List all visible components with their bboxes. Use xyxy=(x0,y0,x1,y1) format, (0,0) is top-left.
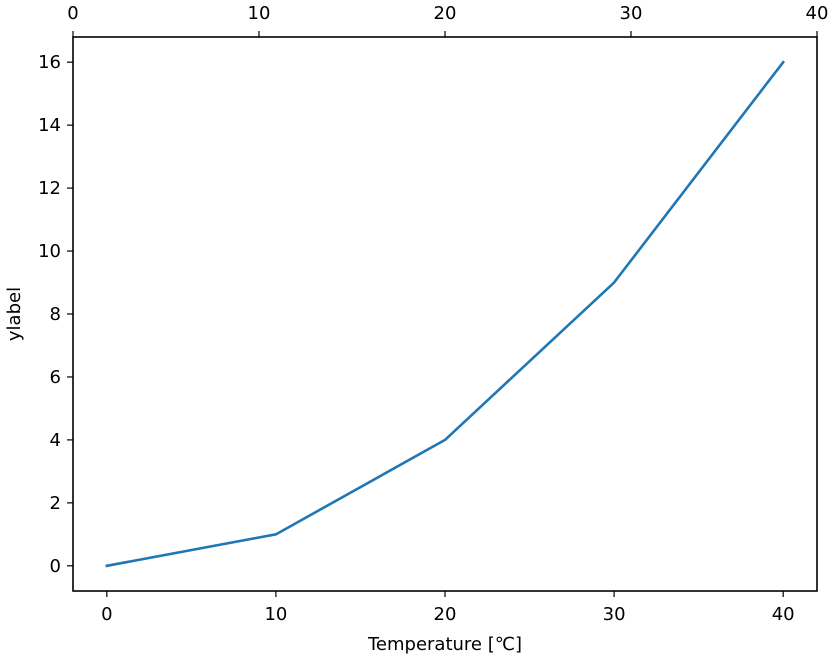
x-axis-label: Temperature [℃] xyxy=(367,634,522,655)
x-top-tick-label: 0 xyxy=(67,3,78,24)
y-axis: 0 2 4 6 8 10 12 14 16 xyxy=(38,52,73,577)
x-tick-label: 0 xyxy=(101,604,112,625)
x-top-tick-label: 40 xyxy=(806,3,829,24)
series-layer xyxy=(105,60,786,568)
y-tick-label: 16 xyxy=(38,52,61,73)
x-top-tick-label: 30 xyxy=(620,3,643,24)
x-axis-bottom: 0 10 20 30 40 xyxy=(101,591,795,625)
x-top-tick-label: 20 xyxy=(434,3,457,24)
x-axis-top: 0 10 20 30 40 xyxy=(67,3,828,37)
y-tick-label: 6 xyxy=(50,367,61,388)
y-tick-label: 4 xyxy=(50,430,61,451)
x-top-tick-label: 10 xyxy=(248,3,271,24)
y-tick-label: 8 xyxy=(50,304,61,325)
y-tick-label: 14 xyxy=(38,115,61,136)
x-tick-label: 20 xyxy=(434,604,457,625)
y-axis-label: ylabel xyxy=(4,287,25,341)
series-line xyxy=(105,60,786,568)
y-tick-label: 0 xyxy=(50,556,61,577)
y-tick-label: 12 xyxy=(38,178,61,199)
x-tick-label: 30 xyxy=(603,604,626,625)
plot-frame xyxy=(72,36,818,592)
x-tick-label: 10 xyxy=(264,604,287,625)
x-tick-label: 40 xyxy=(772,604,795,625)
y-tick-label: 2 xyxy=(50,493,61,514)
y-tick-label: 10 xyxy=(38,241,61,262)
